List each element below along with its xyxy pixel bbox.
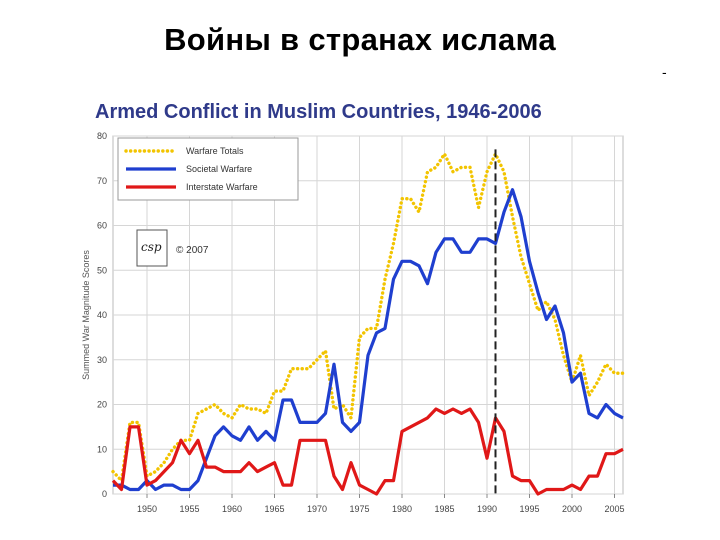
x-tick-label: 1955: [179, 504, 199, 514]
series-lines: [111, 152, 625, 496]
x-tick-label: 1995: [519, 504, 539, 514]
y-tick-label: 20: [97, 400, 107, 410]
y-tick-label: 50: [97, 265, 107, 275]
copyright-text: © 2007: [176, 245, 209, 256]
x-tick-label: 2005: [604, 504, 624, 514]
series-line-0: [111, 152, 625, 483]
x-tick-label: 1965: [264, 504, 284, 514]
slide-title: Войны в странах ислама: [164, 22, 556, 57]
x-tick-label: 1950: [137, 504, 157, 514]
y-tick-label: 30: [97, 355, 107, 365]
legend: Warfare Totals Societal Warfare Interstate…: [117, 137, 299, 201]
x-tick-label: 1960: [222, 504, 242, 514]
series-line-1: [113, 188, 624, 492]
logo-text: csp: [141, 240, 162, 254]
logo-box: [136, 229, 168, 267]
y-tick-label: 0: [102, 489, 107, 499]
y-tick-label: 40: [97, 310, 107, 320]
x-tick-label: 2000: [562, 504, 582, 514]
x-tick-label: 1980: [392, 504, 412, 514]
legend-label-2: Interstate Warfare: [186, 182, 258, 192]
x-tick-label: 1990: [477, 504, 497, 514]
series-line-2: [111, 407, 624, 496]
legend-label-0: Warfare Totals: [186, 146, 244, 156]
legend-label-1: Societal Warfare: [186, 164, 252, 174]
y-axis-label: Summed War Magnitude Scores: [81, 250, 91, 380]
y-tick-label: 80: [97, 131, 107, 141]
x-tick-label: 1970: [307, 504, 327, 514]
x-axis-ticks: 1950 1955 1960 1965 1970 1975 1980 1985 1990 1995…: [137, 494, 625, 514]
y-tick-label: 70: [97, 176, 107, 186]
chart-title: Armed Conflict in Muslim Countries, 1946…: [95, 101, 542, 123]
x-tick-label: 1975: [349, 504, 369, 514]
logo: csp: [136, 229, 168, 267]
x-tick-label: 1985: [434, 504, 454, 514]
y-tick-label: 10: [97, 444, 107, 454]
y-tick-label: 60: [97, 221, 107, 231]
corner-mark: -: [662, 64, 667, 80]
y-axis-ticks: 0 10 20 30 40 50 60 70 80: [97, 131, 107, 499]
